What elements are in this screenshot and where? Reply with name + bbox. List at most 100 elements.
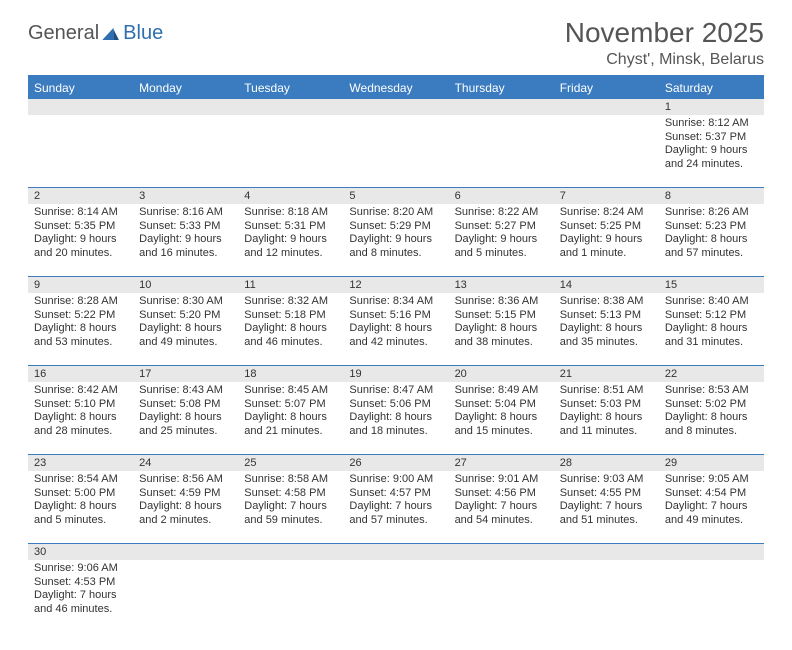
day-number (554, 544, 659, 560)
dow-friday: Friday (554, 77, 659, 99)
day-cell: Sunrise: 8:28 AMSunset: 5:22 PMDaylight:… (28, 293, 133, 365)
day-d2: and 11 minutes. (560, 425, 653, 439)
location-text: Chyst', Minsk, Belarus (565, 51, 764, 69)
day-cell: Sunrise: 8:24 AMSunset: 5:25 PMDaylight:… (554, 204, 659, 276)
day-d1: Daylight: 8 hours (665, 411, 758, 425)
day-number (449, 544, 554, 560)
day-d1: Daylight: 7 hours (349, 500, 442, 514)
day-cell: Sunrise: 8:36 AMSunset: 5:15 PMDaylight:… (449, 293, 554, 365)
day-sunset: Sunset: 5:16 PM (349, 309, 442, 323)
day-sunrise: Sunrise: 8:47 AM (349, 384, 442, 398)
day-number (238, 99, 343, 115)
day-cell: Sunrise: 8:16 AMSunset: 5:33 PMDaylight:… (133, 204, 238, 276)
day-d2: and 24 minutes. (665, 158, 758, 172)
day-d2: and 54 minutes. (455, 514, 548, 528)
calendar-body: 1Sunrise: 8:12 AMSunset: 5:37 PMDaylight… (28, 99, 764, 632)
day-sunset: Sunset: 5:35 PM (34, 220, 127, 234)
day-sunset: Sunset: 5:20 PM (139, 309, 232, 323)
day-sunrise: Sunrise: 8:42 AM (34, 384, 127, 398)
day-sunrise: Sunrise: 9:05 AM (665, 473, 758, 487)
day-sunrise: Sunrise: 8:45 AM (244, 384, 337, 398)
day-number (28, 99, 133, 115)
day-number (133, 99, 238, 115)
dow-wednesday: Wednesday (343, 77, 448, 99)
day-cell (133, 115, 238, 187)
day-number: 23 (28, 455, 133, 471)
day-d1: Daylight: 8 hours (560, 411, 653, 425)
day-d2: and 5 minutes. (34, 514, 127, 528)
day-sunrise: Sunrise: 8:30 AM (139, 295, 232, 309)
day-cell: Sunrise: 9:05 AMSunset: 4:54 PMDaylight:… (659, 471, 764, 543)
page-header: General Blue November 2025 Chyst', Minsk… (28, 18, 764, 69)
day-number: 7 (554, 188, 659, 204)
day-sunset: Sunset: 5:18 PM (244, 309, 337, 323)
day-number: 24 (133, 455, 238, 471)
week-daynum-row: 23242526272829 (28, 455, 764, 471)
day-sunset: Sunset: 4:54 PM (665, 487, 758, 501)
day-sunrise: Sunrise: 8:34 AM (349, 295, 442, 309)
day-d1: Daylight: 8 hours (455, 411, 548, 425)
day-sunset: Sunset: 5:25 PM (560, 220, 653, 234)
day-d2: and 53 minutes. (34, 336, 127, 350)
day-d2: and 5 minutes. (455, 247, 548, 261)
day-d1: Daylight: 8 hours (455, 322, 548, 336)
day-number: 19 (343, 366, 448, 382)
day-d1: Daylight: 7 hours (34, 589, 127, 603)
day-number: 21 (554, 366, 659, 382)
month-title: November 2025 (565, 18, 764, 49)
week-row: Sunrise: 8:28 AMSunset: 5:22 PMDaylight:… (28, 293, 764, 366)
day-cell: Sunrise: 8:42 AMSunset: 5:10 PMDaylight:… (28, 382, 133, 454)
day-sunset: Sunset: 4:58 PM (244, 487, 337, 501)
day-d2: and 2 minutes. (139, 514, 232, 528)
day-cell: Sunrise: 9:06 AMSunset: 4:53 PMDaylight:… (28, 560, 133, 632)
week-daynum-row: 9101112131415 (28, 277, 764, 293)
day-cell: Sunrise: 8:58 AMSunset: 4:58 PMDaylight:… (238, 471, 343, 543)
day-d1: Daylight: 8 hours (244, 411, 337, 425)
sail-icon (102, 26, 120, 40)
day-sunset: Sunset: 5:02 PM (665, 398, 758, 412)
brand-part2: Blue (123, 22, 163, 45)
day-d1: Daylight: 9 hours (560, 233, 653, 247)
day-sunrise: Sunrise: 8:53 AM (665, 384, 758, 398)
day-number: 22 (659, 366, 764, 382)
day-number: 14 (554, 277, 659, 293)
day-d1: Daylight: 8 hours (139, 500, 232, 514)
brand-logo: General Blue (28, 18, 163, 45)
day-sunrise: Sunrise: 9:06 AM (34, 562, 127, 576)
day-cell (554, 560, 659, 632)
day-sunrise: Sunrise: 8:20 AM (349, 206, 442, 220)
day-d2: and 16 minutes. (139, 247, 232, 261)
day-sunset: Sunset: 5:10 PM (34, 398, 127, 412)
day-d2: and 38 minutes. (455, 336, 548, 350)
day-sunset: Sunset: 5:08 PM (139, 398, 232, 412)
day-number: 13 (449, 277, 554, 293)
day-of-week-header: Sunday Monday Tuesday Wednesday Thursday… (28, 77, 764, 99)
day-d1: Daylight: 9 hours (244, 233, 337, 247)
dow-tuesday: Tuesday (238, 77, 343, 99)
day-number: 18 (238, 366, 343, 382)
dow-monday: Monday (133, 77, 238, 99)
day-d1: Daylight: 7 hours (560, 500, 653, 514)
day-d2: and 31 minutes. (665, 336, 758, 350)
day-d1: Daylight: 9 hours (349, 233, 442, 247)
day-d1: Daylight: 8 hours (34, 322, 127, 336)
day-cell: Sunrise: 9:01 AMSunset: 4:56 PMDaylight:… (449, 471, 554, 543)
day-sunrise: Sunrise: 8:16 AM (139, 206, 232, 220)
day-number: 12 (343, 277, 448, 293)
day-cell (133, 560, 238, 632)
day-d1: Daylight: 7 hours (244, 500, 337, 514)
day-d2: and 59 minutes. (244, 514, 337, 528)
day-cell: Sunrise: 8:34 AMSunset: 5:16 PMDaylight:… (343, 293, 448, 365)
day-sunset: Sunset: 5:13 PM (560, 309, 653, 323)
day-sunrise: Sunrise: 8:56 AM (139, 473, 232, 487)
brand-part1: General (28, 22, 99, 45)
day-sunset: Sunset: 4:59 PM (139, 487, 232, 501)
day-sunrise: Sunrise: 8:12 AM (665, 117, 758, 131)
day-number: 10 (133, 277, 238, 293)
day-d1: Daylight: 8 hours (665, 322, 758, 336)
day-number: 15 (659, 277, 764, 293)
day-sunset: Sunset: 4:53 PM (34, 576, 127, 590)
day-cell (343, 560, 448, 632)
day-sunrise: Sunrise: 8:58 AM (244, 473, 337, 487)
week-daynum-row: 1 (28, 99, 764, 115)
